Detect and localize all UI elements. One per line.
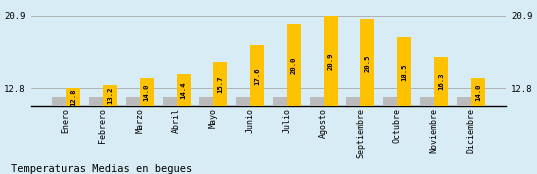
Bar: [177, 74, 191, 174]
Text: 20.5: 20.5: [365, 54, 371, 72]
Bar: [310, 97, 324, 174]
Text: 14.0: 14.0: [144, 83, 150, 101]
Text: 12.8: 12.8: [70, 89, 76, 106]
Bar: [434, 57, 448, 174]
Text: 18.5: 18.5: [401, 63, 407, 81]
Text: 13.2: 13.2: [107, 87, 113, 104]
Text: Temperaturas Medias en begues: Temperaturas Medias en begues: [11, 164, 192, 174]
Text: 20.9: 20.9: [328, 52, 333, 70]
Text: 20.0: 20.0: [291, 56, 297, 74]
Text: 14.0: 14.0: [475, 83, 481, 101]
Bar: [163, 97, 177, 174]
Bar: [199, 97, 213, 174]
Bar: [103, 85, 117, 174]
Text: 16.3: 16.3: [438, 73, 444, 90]
Bar: [273, 97, 287, 174]
Bar: [457, 97, 471, 174]
Bar: [236, 97, 250, 174]
Bar: [324, 16, 338, 174]
Bar: [346, 97, 360, 174]
Bar: [66, 88, 80, 174]
Bar: [213, 62, 227, 174]
Text: 17.6: 17.6: [254, 67, 260, 85]
Bar: [52, 97, 66, 174]
Bar: [471, 78, 485, 174]
Text: 14.4: 14.4: [180, 81, 186, 99]
Bar: [250, 45, 264, 174]
Bar: [383, 97, 397, 174]
Bar: [126, 97, 140, 174]
Bar: [360, 19, 374, 174]
Bar: [287, 24, 301, 174]
Bar: [89, 97, 103, 174]
Bar: [140, 78, 154, 174]
Bar: [397, 37, 411, 174]
Text: 15.7: 15.7: [217, 76, 223, 93]
Bar: [420, 97, 434, 174]
